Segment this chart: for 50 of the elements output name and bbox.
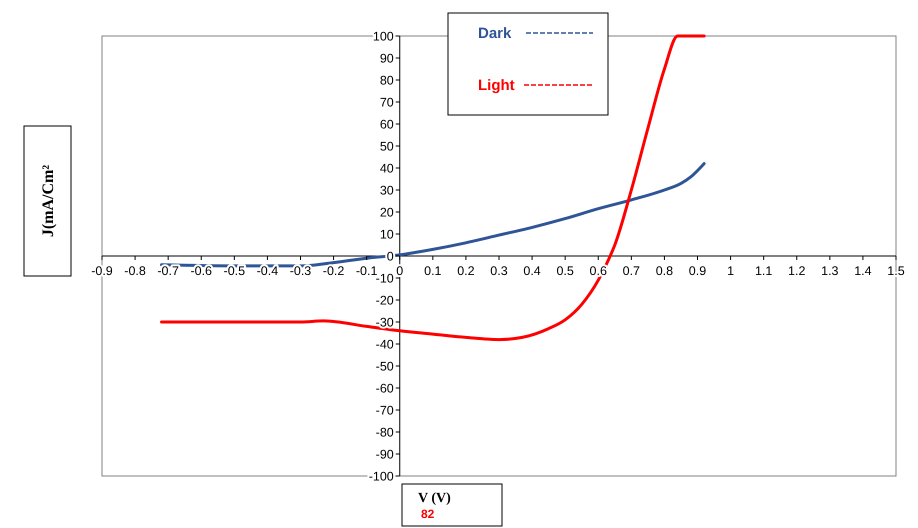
x-tick-label: 0.7 <box>622 264 640 278</box>
y-tick-label: -100 <box>368 470 394 484</box>
x-tick-label: -0.3 <box>290 264 312 278</box>
y-tick-label: -50 <box>376 360 394 374</box>
y-tick-label: -80 <box>376 426 394 440</box>
text: 82 <box>421 507 435 521</box>
x-tick-label: 1.1 <box>754 264 772 278</box>
x-tick-label: 0.1 <box>424 264 442 278</box>
y-tick-label: 10 <box>380 228 394 242</box>
y-tick-label: 40 <box>380 162 394 176</box>
x-tick-label: 0.3 <box>490 264 508 278</box>
y-tick-label: -10 <box>376 272 394 286</box>
x-tick-label: 1.4 <box>854 264 872 278</box>
x-tick-label: -0.5 <box>224 264 246 278</box>
x-tick-label: 0.5 <box>556 264 574 278</box>
y-tick-label: -60 <box>376 382 394 396</box>
x-tick-label: 0.2 <box>457 264 475 278</box>
y-tick-label: 80 <box>380 74 394 88</box>
x-tick-label: -0.7 <box>157 264 179 278</box>
x-tick-label: 0.4 <box>523 264 541 278</box>
line-series <box>160 162 706 268</box>
x-axis-title: V (V) <box>418 491 452 506</box>
y-tick-label: 30 <box>380 184 394 198</box>
x-tick-label: 1.5 <box>887 264 905 278</box>
y-tick-label: 100 <box>372 30 394 44</box>
x-tick-label: -0.2 <box>322 264 344 278</box>
y-tick-label: 60 <box>380 118 394 132</box>
x-tick-label: 1.3 <box>821 264 839 278</box>
x-tick-label: 0.9 <box>688 264 706 278</box>
x-tick-label: -0.4 <box>256 264 278 278</box>
y-tick-label: 0 <box>386 250 394 264</box>
x-tick-label: 0.8 <box>656 264 674 278</box>
y-tick-label: -30 <box>376 316 394 330</box>
y-tick-label: 90 <box>380 52 394 66</box>
x-tick-label: 1.2 <box>788 264 806 278</box>
y-tick-label: -90 <box>376 448 394 462</box>
y-tick-label: 70 <box>380 96 394 110</box>
y-tick-label: -20 <box>376 294 394 308</box>
x-tick-label: 1 <box>727 264 734 278</box>
x-tick-label: -0.1 <box>356 264 378 278</box>
x-tick-label: -0.6 <box>190 264 212 278</box>
y-tick-label: -70 <box>376 404 394 418</box>
y-tick-label: -40 <box>376 338 394 352</box>
y-axis-title: J(mA/Cm² <box>40 164 57 238</box>
x-tick-label: -0.9 <box>91 264 113 278</box>
y-tick-label: 20 <box>380 206 394 220</box>
legend-label: Dark <box>478 25 512 42</box>
legend-label: Light <box>478 77 515 94</box>
x-tick-label: -0.8 <box>124 264 146 278</box>
y-tick-label: 50 <box>380 140 394 154</box>
